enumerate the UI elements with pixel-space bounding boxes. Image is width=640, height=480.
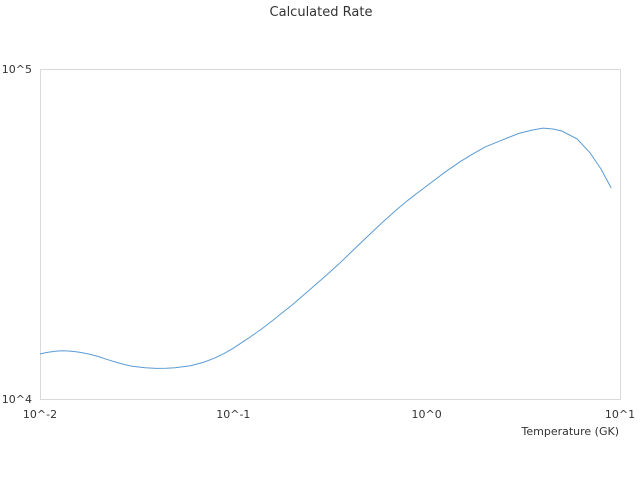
series-line (39, 127, 612, 369)
x-tick-label: 10^-2 (23, 408, 57, 421)
x-tick-label: 10^-1 (216, 408, 250, 421)
x-tick-label: 10^1 (605, 408, 635, 421)
y-tick-label: 10^4 (2, 393, 32, 406)
chart-title: Calculated Rate (270, 5, 373, 20)
y-tick-labels: 10^4 10^5 (2, 63, 32, 406)
series-layer (39, 127, 612, 369)
x-tick-labels: 10^-2 10^-1 10^0 10^1 (23, 408, 635, 421)
x-tick-label: 10^0 (412, 408, 442, 421)
plot-frame (40, 69, 621, 400)
x-axis-label: Temperature (GK) (521, 425, 620, 438)
y-tick-label: 10^5 (2, 63, 32, 76)
